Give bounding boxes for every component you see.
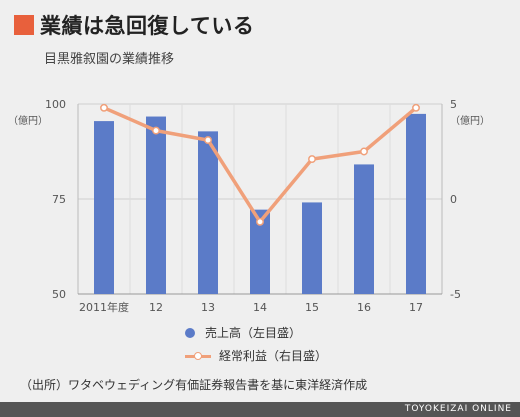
y-left-tick: 100 xyxy=(45,98,66,111)
profit-point xyxy=(256,217,264,226)
source-note: （出所）ワタベウェディング有価証券報告書を基に東洋経済作成 xyxy=(20,378,368,392)
y-left-tick: 75 xyxy=(52,193,66,206)
y-left-unit: （億円） xyxy=(8,114,48,127)
y-right-unit: （億円） xyxy=(450,114,490,127)
x-tick-label: 17 xyxy=(409,301,423,314)
chart-title: 業績は急回復している xyxy=(40,14,255,38)
bar xyxy=(302,202,322,294)
bar xyxy=(354,164,374,294)
bar xyxy=(146,116,166,294)
y-right-tick: 0 xyxy=(450,193,457,206)
x-tick-label: 12 xyxy=(149,301,163,314)
bar xyxy=(94,121,114,294)
title-marker xyxy=(14,15,34,35)
y-left-tick: 50 xyxy=(52,288,66,301)
legend-item-profit: 経常利益（右目盛） xyxy=(185,347,327,364)
y-right-tick: 5 xyxy=(450,98,457,111)
x-tick-label: 2011年度 xyxy=(79,300,129,314)
footer-bar: TOYOKEIZAI ONLINE xyxy=(0,402,520,417)
bar xyxy=(406,113,426,294)
x-tick-label: 14 xyxy=(253,301,267,314)
bar-legend-icon xyxy=(185,327,195,338)
legend-label-profit: 経常利益（右目盛） xyxy=(219,349,328,363)
profit-point xyxy=(204,136,212,145)
legend-label-sales: 売上高（左目盛） xyxy=(205,326,302,340)
title-area: 業績は急回復している xyxy=(14,10,254,40)
profit-point xyxy=(100,103,108,112)
y-right-tick: -5 xyxy=(450,288,461,301)
bar xyxy=(250,209,270,294)
profit-point xyxy=(308,155,316,164)
bar xyxy=(198,131,218,294)
x-tick-label: 15 xyxy=(305,301,319,314)
x-tick-label: 16 xyxy=(357,301,371,314)
chart-subtitle: 目黒雅叙園の業績推移 xyxy=(44,52,175,67)
brand-label: TOYOKEIZAI ONLINE xyxy=(404,404,512,414)
profit-point xyxy=(360,147,368,156)
x-tick-label: 13 xyxy=(201,301,215,314)
profit-point xyxy=(152,126,160,135)
legend-item-sales: 売上高（左目盛） xyxy=(185,324,301,341)
profit-point xyxy=(412,103,420,112)
line-legend-icon xyxy=(185,351,211,361)
